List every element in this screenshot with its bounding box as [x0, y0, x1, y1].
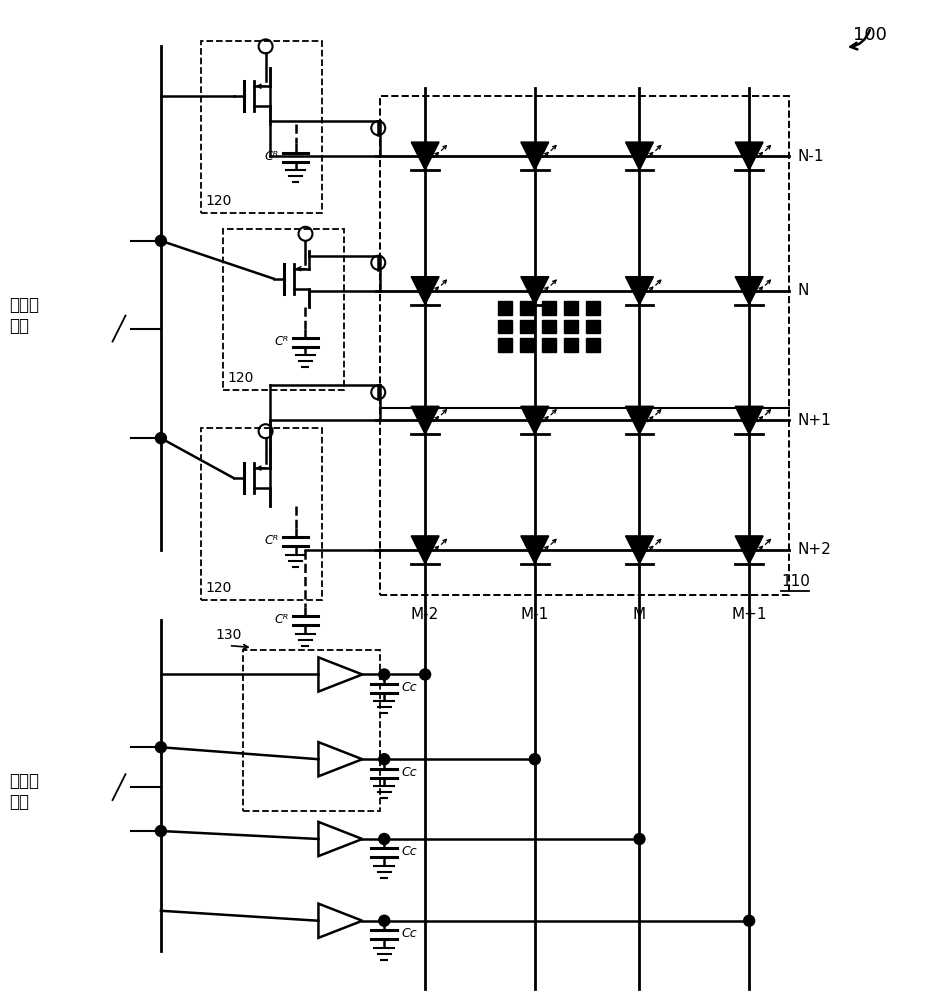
Text: N: N [797, 283, 808, 298]
Text: 行操作
讯号: 行操作 讯号 [9, 772, 39, 811]
Bar [564, 320, 578, 333]
Circle shape [155, 826, 166, 836]
Polygon shape [626, 277, 654, 305]
Bar [498, 320, 512, 333]
Bar [201, 41, 323, 213]
Circle shape [419, 669, 431, 680]
Polygon shape [626, 142, 654, 170]
Polygon shape [736, 536, 764, 564]
Bar [564, 338, 578, 352]
Polygon shape [411, 536, 439, 564]
Text: Cᴄ: Cᴄ [401, 681, 417, 694]
Text: 120: 120 [228, 371, 254, 385]
Polygon shape [521, 536, 549, 564]
Circle shape [379, 669, 390, 680]
Text: 100: 100 [853, 26, 886, 44]
Text: M-2: M-2 [411, 607, 439, 622]
Polygon shape [521, 406, 549, 434]
Text: 列操作
讯号: 列操作 讯号 [9, 296, 39, 335]
Text: 130: 130 [216, 628, 242, 642]
Bar [243, 650, 380, 811]
Bar [586, 301, 600, 315]
Circle shape [155, 235, 166, 246]
Text: 120: 120 [206, 194, 232, 208]
Bar [542, 301, 556, 315]
Bar [380, 96, 789, 595]
Polygon shape [521, 277, 549, 305]
Bar [520, 320, 534, 333]
Text: N+1: N+1 [797, 413, 830, 428]
Text: 120: 120 [206, 581, 232, 595]
Text: Cᴄ: Cᴄ [401, 766, 417, 779]
Bar [520, 338, 534, 352]
Polygon shape [521, 142, 549, 170]
Text: Cᴿ: Cᴿ [264, 150, 279, 163]
Circle shape [379, 754, 390, 765]
Polygon shape [736, 277, 764, 305]
Text: M-1: M-1 [521, 607, 549, 622]
Bar [586, 320, 600, 333]
Circle shape [744, 915, 754, 926]
Text: M+1: M+1 [731, 607, 767, 622]
Circle shape [155, 433, 166, 444]
Text: M: M [633, 607, 646, 622]
Text: Cᴿ: Cᴿ [274, 613, 288, 626]
Bar [498, 301, 512, 315]
Bar [520, 301, 534, 315]
Polygon shape [626, 536, 654, 564]
Text: N-1: N-1 [797, 149, 823, 164]
Polygon shape [411, 277, 439, 305]
Polygon shape [626, 406, 654, 434]
Bar [542, 338, 556, 352]
Polygon shape [411, 142, 439, 170]
Polygon shape [736, 142, 764, 170]
Text: N+2: N+2 [797, 542, 830, 557]
Bar [586, 338, 600, 352]
Text: Cᴄ: Cᴄ [401, 927, 417, 940]
Circle shape [379, 834, 390, 844]
Polygon shape [411, 406, 439, 434]
Text: Cᴿ: Cᴿ [264, 534, 279, 547]
FancyArrowPatch shape [850, 30, 870, 49]
Circle shape [634, 834, 645, 844]
Circle shape [155, 742, 166, 753]
Text: 110: 110 [781, 574, 810, 589]
Bar [498, 338, 512, 352]
Bar [222, 229, 344, 390]
Polygon shape [736, 406, 764, 434]
Bar [564, 301, 578, 315]
Text: Cᴿ: Cᴿ [274, 335, 288, 348]
Bar [201, 428, 323, 600]
Circle shape [529, 754, 540, 765]
Bar [542, 320, 556, 333]
Text: Cᴄ: Cᴄ [401, 845, 417, 858]
Circle shape [379, 915, 390, 926]
